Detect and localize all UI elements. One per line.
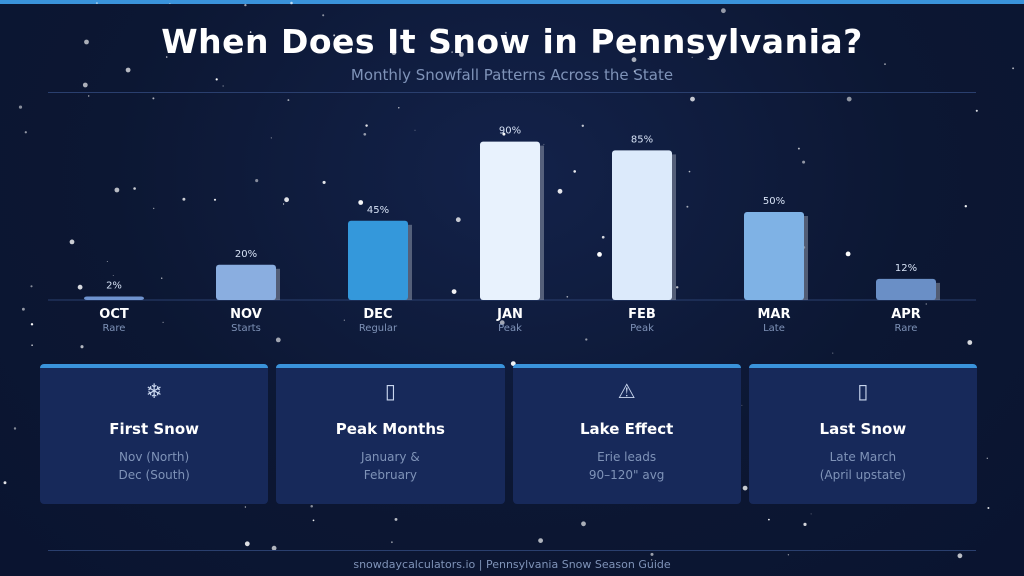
- snow-dot: [244, 506, 247, 508]
- month-sublabel: Regular: [359, 323, 398, 334]
- bar-apr: [876, 278, 936, 300]
- month-label: MAR: [757, 307, 790, 322]
- month-label: FEB: [628, 307, 656, 322]
- snow-dot: [31, 344, 33, 347]
- snow-dot: [394, 517, 398, 521]
- month-sublabel: Rare: [895, 323, 918, 334]
- snow-dot: [322, 14, 325, 17]
- snow-dot: [244, 3, 247, 7]
- snow-dot: [391, 541, 393, 544]
- footer-divider: [48, 550, 976, 551]
- bar-value-label: 85%: [631, 134, 653, 145]
- snow-dot: [88, 95, 90, 97]
- snow-dot: [222, 85, 224, 87]
- snowflake-icon: ❄: [145, 379, 163, 403]
- month-label: APR: [891, 307, 921, 322]
- bar-value-label: 90%: [499, 126, 521, 137]
- missing-glyph-icon: ▯: [857, 379, 869, 403]
- card-line: Late March: [829, 450, 897, 464]
- snow-dot: [810, 513, 812, 515]
- card-line: January &: [361, 450, 420, 464]
- snow-dot: [80, 345, 84, 349]
- bar-value-label: 20%: [235, 249, 257, 260]
- snow-dot: [650, 552, 654, 556]
- snow-dot: [312, 519, 315, 522]
- info-cards: ❄ First Snow Nov (North) Dec (South) ▯ P…: [40, 364, 977, 504]
- month-sublabel: Peak: [630, 323, 654, 334]
- snow-dot: [967, 340, 973, 345]
- bar-jan: [480, 141, 540, 300]
- bar-value-label: 45%: [367, 205, 389, 216]
- card-last-snow: ▯ Last Snow Late March (April upstate): [748, 364, 977, 504]
- bar-value-label: 2%: [106, 280, 122, 291]
- bar-feb: [612, 150, 672, 300]
- card-peak-months: ▯ Peak Months January & February: [276, 364, 505, 504]
- page-subtitle: Monthly Snowfall Patterns Across the Sta…: [350, 66, 674, 84]
- snow-dot: [986, 457, 988, 459]
- card-line: Nov (North): [119, 450, 190, 464]
- month-sublabel: Rare: [103, 323, 126, 334]
- snow-dot: [244, 541, 250, 547]
- card-first-snow: ❄ First Snow Nov (North) Dec (South): [40, 364, 269, 504]
- month-label: OCT: [99, 307, 129, 322]
- footer-credit: snowdaycalculators.io | Pennsylvania Sno…: [353, 558, 671, 571]
- snow-dot: [538, 538, 543, 543]
- card-title: First Snow: [109, 420, 199, 438]
- month-sublabel: Starts: [231, 323, 261, 334]
- snow-dot: [721, 8, 726, 14]
- card-line: 90–120" avg: [588, 468, 665, 482]
- snow-dot: [803, 522, 807, 526]
- snow-dot: [884, 63, 886, 65]
- snow-dot: [13, 427, 17, 430]
- card-title: Last Snow: [819, 420, 907, 438]
- missing-glyph-icon: ▯: [384, 379, 396, 403]
- snow-dot: [787, 554, 790, 556]
- page-title: When Does It Snow in Pennsylvania?: [161, 22, 863, 61]
- month-sublabel: Late: [763, 323, 785, 334]
- bar-mar: [744, 212, 804, 300]
- bar-value-label: 50%: [763, 196, 785, 207]
- snow-dot: [832, 352, 834, 354]
- warning-icon: ⚠: [617, 379, 636, 403]
- snow-dot: [581, 521, 586, 527]
- card-line: (April upstate): [819, 468, 906, 482]
- title-divider: [48, 92, 976, 93]
- top-accent-bar: [0, 0, 1024, 4]
- month-sublabel: Peak: [498, 323, 522, 334]
- snow-dot: [310, 505, 313, 508]
- snow-dot: [768, 518, 770, 521]
- card-title: Lake Effect: [579, 420, 674, 438]
- month-label: JAN: [496, 307, 523, 322]
- month-label: NOV: [230, 307, 262, 322]
- snowfall-bar-chart: 2%OCTRare20%NOVStarts45%DECRegular90%JAN…: [48, 126, 976, 334]
- bar-oct: [84, 296, 144, 300]
- snow-dot: [3, 481, 7, 485]
- card-line: February: [363, 468, 417, 482]
- month-label: DEC: [363, 307, 392, 322]
- card-line: Dec (South): [118, 468, 190, 482]
- bar-value-label: 12%: [895, 263, 917, 274]
- card-line: Erie leads: [597, 450, 657, 464]
- card-lake-effect: ⚠ Lake Effect Erie leads 90–120" avg: [512, 364, 741, 504]
- card-title: Peak Months: [335, 420, 445, 438]
- bar-dec: [348, 220, 408, 300]
- bar-nov: [216, 264, 276, 300]
- snow-dot: [987, 507, 990, 509]
